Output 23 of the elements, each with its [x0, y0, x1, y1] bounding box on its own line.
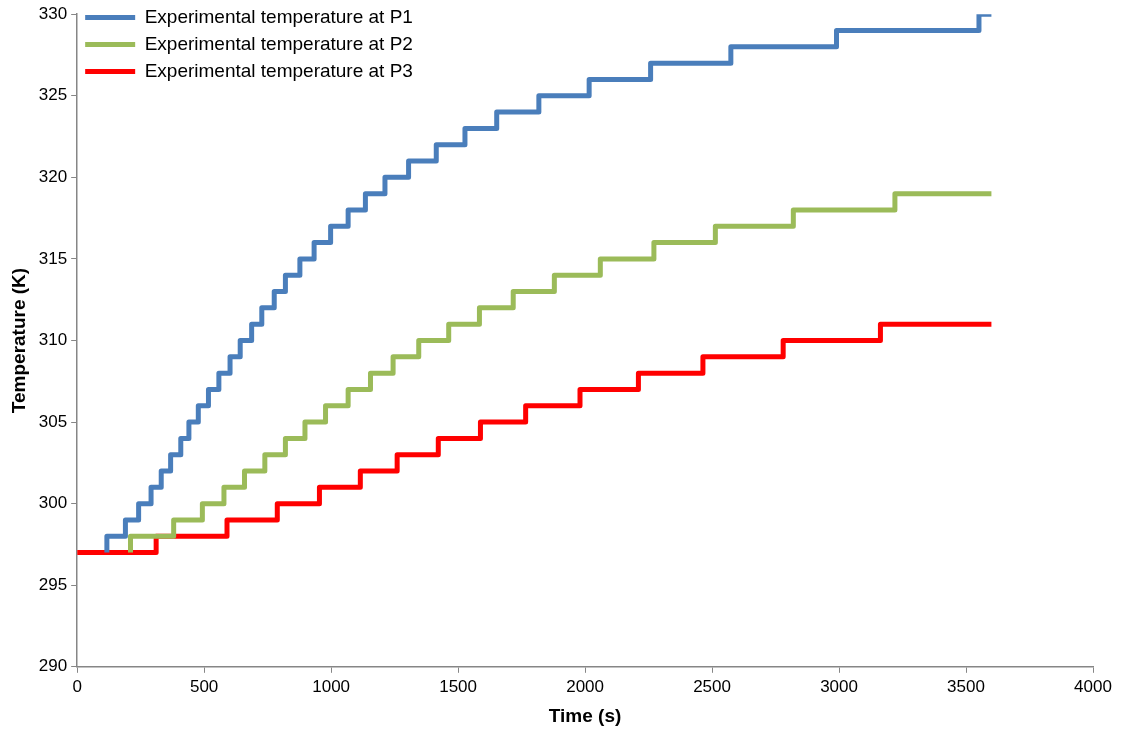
- y-tick-label: 295: [38, 574, 68, 594]
- x-tick-label: 3500: [947, 676, 985, 696]
- legend-label: Experimental temperature at P1: [144, 5, 413, 27]
- legend-label: Experimental temperature at P2: [144, 32, 413, 54]
- x-tick-label: 500: [189, 676, 219, 696]
- y-tick-label: 310: [38, 330, 68, 350]
- x-tick-label: 2000: [566, 676, 604, 696]
- y-tick-label: 315: [38, 248, 68, 268]
- y-tick-label: 320: [38, 167, 68, 187]
- y-tick-label: 305: [38, 411, 68, 431]
- y-tick-label: 290: [38, 656, 68, 676]
- legend-label: Experimental temperature at P3: [144, 59, 413, 81]
- x-tick-label: 4000: [1074, 676, 1112, 696]
- y-axis-title: Temperature (K): [7, 267, 29, 414]
- x-tick-label: 3000: [820, 676, 858, 696]
- x-tick-label: 1500: [439, 676, 478, 696]
- x-tick-label: 2500: [693, 676, 731, 696]
- x-tick-label: 0: [72, 676, 82, 696]
- y-tick-label: 330: [38, 3, 68, 23]
- x-tick-label: 1000: [312, 676, 351, 696]
- y-tick-label: 300: [38, 493, 68, 513]
- x-axis-title: Time (s): [548, 704, 622, 726]
- y-tick-label: 325: [38, 85, 68, 105]
